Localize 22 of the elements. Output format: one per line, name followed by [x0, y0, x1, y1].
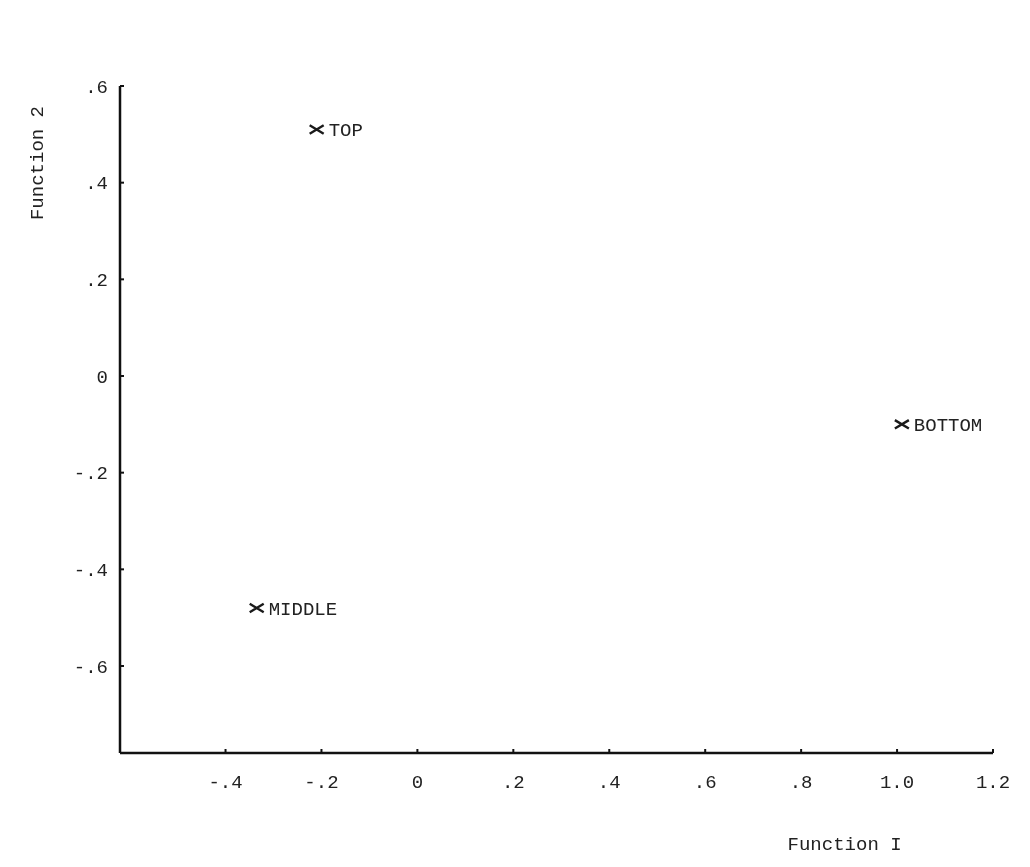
- annotation: MIDDLE: [268, 598, 338, 621]
- x-tick-label: -.4: [208, 772, 243, 794]
- x-tick-label: 0: [411, 772, 424, 794]
- y-tick-label: .2: [85, 269, 108, 292]
- x-tick-label: .4: [597, 772, 621, 794]
- y-tick-label: -.4: [73, 559, 108, 582]
- y-axis-title: Function 2: [27, 106, 49, 221]
- y-tick-label: 0: [96, 366, 108, 389]
- x-axis-title: Function I: [787, 834, 902, 856]
- x-tick-label: 1.0: [879, 772, 915, 794]
- x-tick-label: .8: [789, 772, 813, 794]
- point: [248, 602, 265, 614]
- y-tick-label: -.2: [73, 463, 108, 486]
- annotation: TOP: [328, 120, 363, 143]
- x-tick-label: .2: [501, 772, 525, 794]
- y-tick-label: .4: [85, 173, 108, 196]
- y-tick-label: .6: [85, 76, 108, 99]
- x-tick-label: .6: [693, 772, 717, 794]
- x-tick-label: 1.2: [975, 772, 1011, 794]
- annotation: BOTTOM: [913, 414, 983, 437]
- x-tick-label: -.2: [304, 772, 339, 794]
- y-tick-label: -.6: [73, 656, 108, 679]
